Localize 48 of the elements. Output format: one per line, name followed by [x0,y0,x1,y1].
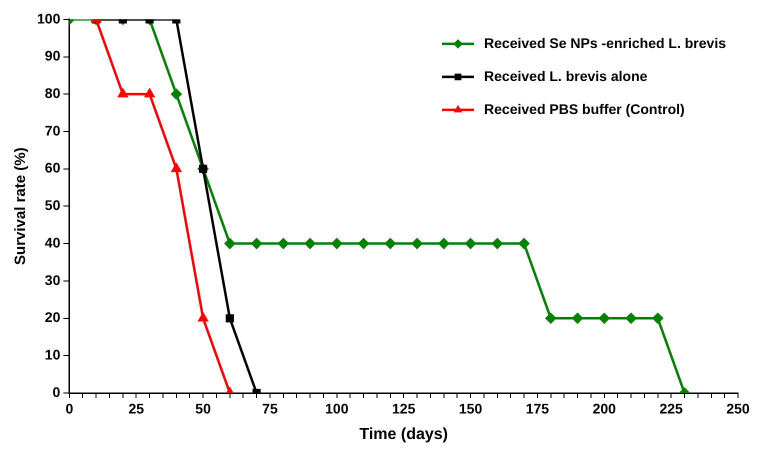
x-tick-label: 125 [392,400,416,416]
legend-label: Received PBS buffer (Control) [484,100,685,117]
x-tick-label: 75 [262,400,278,416]
y-tick-label: 10 [44,346,61,362]
point [572,313,583,324]
x-axis-title: Time (days) [359,426,448,443]
point [226,314,234,322]
y-tick-label: 40 [44,234,61,250]
point [224,238,236,249]
x-tick-label: 50 [195,400,212,416]
point [171,88,182,100]
y-tick-label: 30 [44,272,61,288]
point [304,238,316,249]
point [652,313,664,324]
y-tick-label: 20 [44,309,61,326]
x-tick-label: 200 [592,400,616,416]
y-tick-label: 80 [44,84,61,101]
point [198,313,208,322]
y-tick-label: 50 [44,197,61,214]
point [626,313,636,324]
x-tick-label: 25 [128,400,144,416]
point [358,238,369,249]
x-tick-label: 0 [65,400,74,416]
point [251,238,262,249]
legend-label: Received Se NPs -enriched L. brevis [484,34,726,51]
x-tick-label: 225 [659,400,684,416]
point [492,238,503,249]
x-tick-label: 100 [325,400,349,416]
x-tick-label: 250 [726,400,750,416]
y-tick-label: 60 [44,160,61,176]
legend-label: Received L. brevis alone [484,68,648,84]
point [172,164,182,172]
point [438,238,450,249]
point [599,313,610,324]
y-tick-label: 100 [37,10,61,26]
point [385,238,396,249]
y-tick-label: 70 [44,122,61,138]
point [546,313,556,324]
x-tick-label: 150 [458,400,482,416]
y-tick-label: 90 [44,48,61,64]
point [465,238,476,249]
point [518,238,530,249]
point [332,238,342,249]
point [278,238,289,249]
y-axis-title: Survival rate (%) [12,147,30,265]
y-tick-label: 0 [52,384,61,400]
x-tick-label: 175 [526,400,550,416]
point [412,238,422,249]
